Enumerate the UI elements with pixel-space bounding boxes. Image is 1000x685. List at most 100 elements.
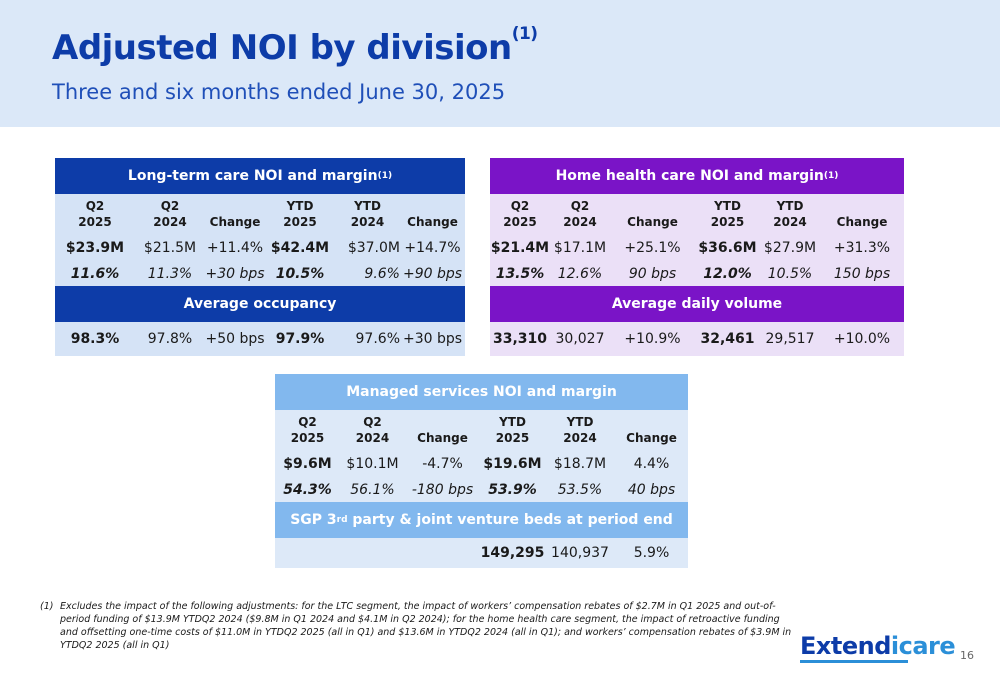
- cell: +11.4%: [206, 239, 264, 256]
- cell: 12.6%: [557, 265, 603, 282]
- logo-underline: [800, 660, 908, 663]
- cell: $42.4M: [270, 239, 330, 256]
- header-band: Adjusted NOI by division(1) Three and si…: [0, 0, 1000, 127]
- cell: $37.0M: [347, 239, 400, 256]
- cell: 5.9%: [633, 545, 670, 561]
- cell: +10.9%: [624, 331, 681, 347]
- cell: [405, 538, 480, 568]
- cell: 9.6%: [364, 265, 400, 282]
- col-header: Q2 2024: [563, 199, 597, 229]
- cell: 53.5%: [557, 481, 603, 498]
- cell: 97.8%: [147, 331, 193, 347]
- hhc-panel: Home health care NOI and margin (1) Q2 202…: [490, 158, 904, 356]
- cell: $19.6M: [483, 455, 542, 472]
- col-header: Change: [626, 431, 677, 445]
- hhc-margin-row: 13.5% 12.6% 90 bps 12.0% 10.5% 150 bps: [490, 261, 904, 286]
- cell: 150 bps: [833, 265, 891, 282]
- col-header: Q2 2025: [503, 199, 537, 229]
- cell: 29,517: [765, 331, 815, 347]
- ltc-occupancy-band: Average occupancy: [55, 286, 465, 322]
- cell: $36.6M: [698, 239, 757, 256]
- col-header: YTD 2025: [495, 415, 530, 445]
- col-header: YTD 2025: [283, 199, 317, 229]
- col-header: Q2 2025: [290, 415, 325, 445]
- title-footnote-marker: (1): [511, 24, 538, 44]
- cell: 56.1%: [350, 481, 395, 498]
- cell: 98.3%: [70, 331, 120, 347]
- cell: +31.3%: [833, 239, 891, 256]
- cell: 97.9%: [275, 331, 325, 347]
- cell: 149,295: [480, 545, 545, 561]
- page-title: Adjusted NOI by division(1): [52, 24, 538, 68]
- cell: -180 bps: [411, 481, 474, 498]
- col-header: Q2 2024: [153, 199, 187, 229]
- col-header: YTD 2024: [773, 199, 807, 229]
- ms-margin-row: 54.3% 56.1% -180 bps 53.9% 53.5% 40 bps: [275, 477, 688, 502]
- col-header: Q2 2024: [355, 415, 390, 445]
- ltc-occupancy-row: 98.3% 97.8% +50 bps 97.9% 97.6% +30 bps: [55, 322, 465, 356]
- cell: $21.4M: [490, 239, 550, 256]
- cell: [275, 538, 340, 568]
- cell: 53.9%: [488, 481, 537, 498]
- ltc-panel: Long-term care NOI and margin (1) Q2 2025 …: [55, 158, 465, 356]
- cell: +14.7%: [404, 239, 461, 256]
- col-header: Change: [209, 215, 261, 229]
- hhc-title-band: Home health care NOI and margin (1): [490, 158, 904, 194]
- cell: +90 bps: [402, 265, 463, 282]
- ltc-margin-row: 11.6% 11.3% +30 bps 10.5% 9.6% +90 bps: [55, 261, 465, 286]
- cell: 33,310: [492, 331, 548, 347]
- cell: 90 bps: [628, 265, 677, 282]
- col-header: Q2 2025: [78, 199, 112, 229]
- cell: $18.7M: [553, 455, 607, 472]
- cell: $23.9M: [65, 239, 125, 256]
- cell: $17.1M: [553, 239, 607, 256]
- col-header: YTD 2024: [350, 199, 385, 229]
- cell: +30 bps: [205, 265, 265, 282]
- cell: [340, 538, 405, 568]
- footnote-text: Excludes the impact of the following adj…: [60, 601, 792, 651]
- ms-beds-row: 149,295 140,937 5.9%: [275, 538, 688, 568]
- cell: 13.5%: [495, 265, 545, 282]
- page-subtitle: Three and six months ended June 30, 2025: [52, 80, 506, 104]
- cell: 30,027: [555, 331, 605, 347]
- cell: 54.3%: [283, 481, 332, 498]
- col-header: YTD 2025: [710, 199, 745, 229]
- cell: $9.6M: [283, 455, 332, 472]
- cell: 11.6%: [70, 265, 120, 282]
- footnote: (1) Excludes the impact of the following…: [40, 600, 800, 652]
- extendicare-logo: Extendicare: [800, 632, 956, 660]
- cell: $10.1M: [346, 455, 399, 472]
- col-header: Change: [407, 215, 458, 229]
- hhc-noi-row: $21.4M $17.1M +25.1% $36.6M $27.9M +31.3…: [490, 234, 904, 261]
- cell: 40 bps: [627, 481, 676, 498]
- cell: +25.1%: [624, 239, 681, 256]
- ms-column-headers: Q2 2025 Q2 2024 Change YTD 2025 YTD 2024 Cha…: [275, 410, 688, 450]
- cell: 32,461: [700, 331, 755, 347]
- cell: +30 bps: [402, 331, 463, 347]
- cell: 12.0%: [703, 265, 752, 282]
- ltc-title-band: Long-term care NOI and margin (1): [55, 158, 465, 194]
- col-header: Change: [836, 215, 888, 229]
- cell: 10.5%: [767, 265, 813, 282]
- col-header: Change: [627, 215, 678, 229]
- ltc-column-headers: Q2 2025 Q2 2024 Change YTD 2025 YTD 2024 Cha…: [55, 194, 465, 234]
- cell: $27.9M: [763, 239, 817, 256]
- cell: 10.5%: [275, 265, 325, 282]
- cell: +10.0%: [833, 331, 891, 347]
- hhc-volume-row: 33,310 30,027 +10.9% 32,461 29,517 +10.0…: [490, 322, 904, 356]
- footnote-marker: (1): [40, 601, 54, 612]
- cell: +50 bps: [205, 331, 265, 347]
- cell: -4.7%: [422, 455, 463, 472]
- cell: 11.3%: [147, 265, 193, 282]
- cell: $21.5M: [143, 239, 197, 256]
- hhc-volume-band: Average daily volume: [490, 286, 904, 322]
- cell: 140,937: [551, 545, 609, 561]
- cell: 4.4%: [633, 455, 670, 472]
- col-header: Change: [417, 431, 468, 445]
- col-header: YTD 2024: [563, 415, 597, 445]
- ms-noi-row: $9.6M $10.1M -4.7% $19.6M $18.7M 4.4%: [275, 450, 688, 477]
- ltc-noi-row: $23.9M $21.5M +11.4% $42.4M $37.0M +14.7…: [55, 234, 465, 261]
- hhc-column-headers: Q2 2025 Q2 2024 Change YTD 2025 YTD 2024 Cha…: [490, 194, 904, 234]
- cell: 97.6%: [355, 331, 400, 347]
